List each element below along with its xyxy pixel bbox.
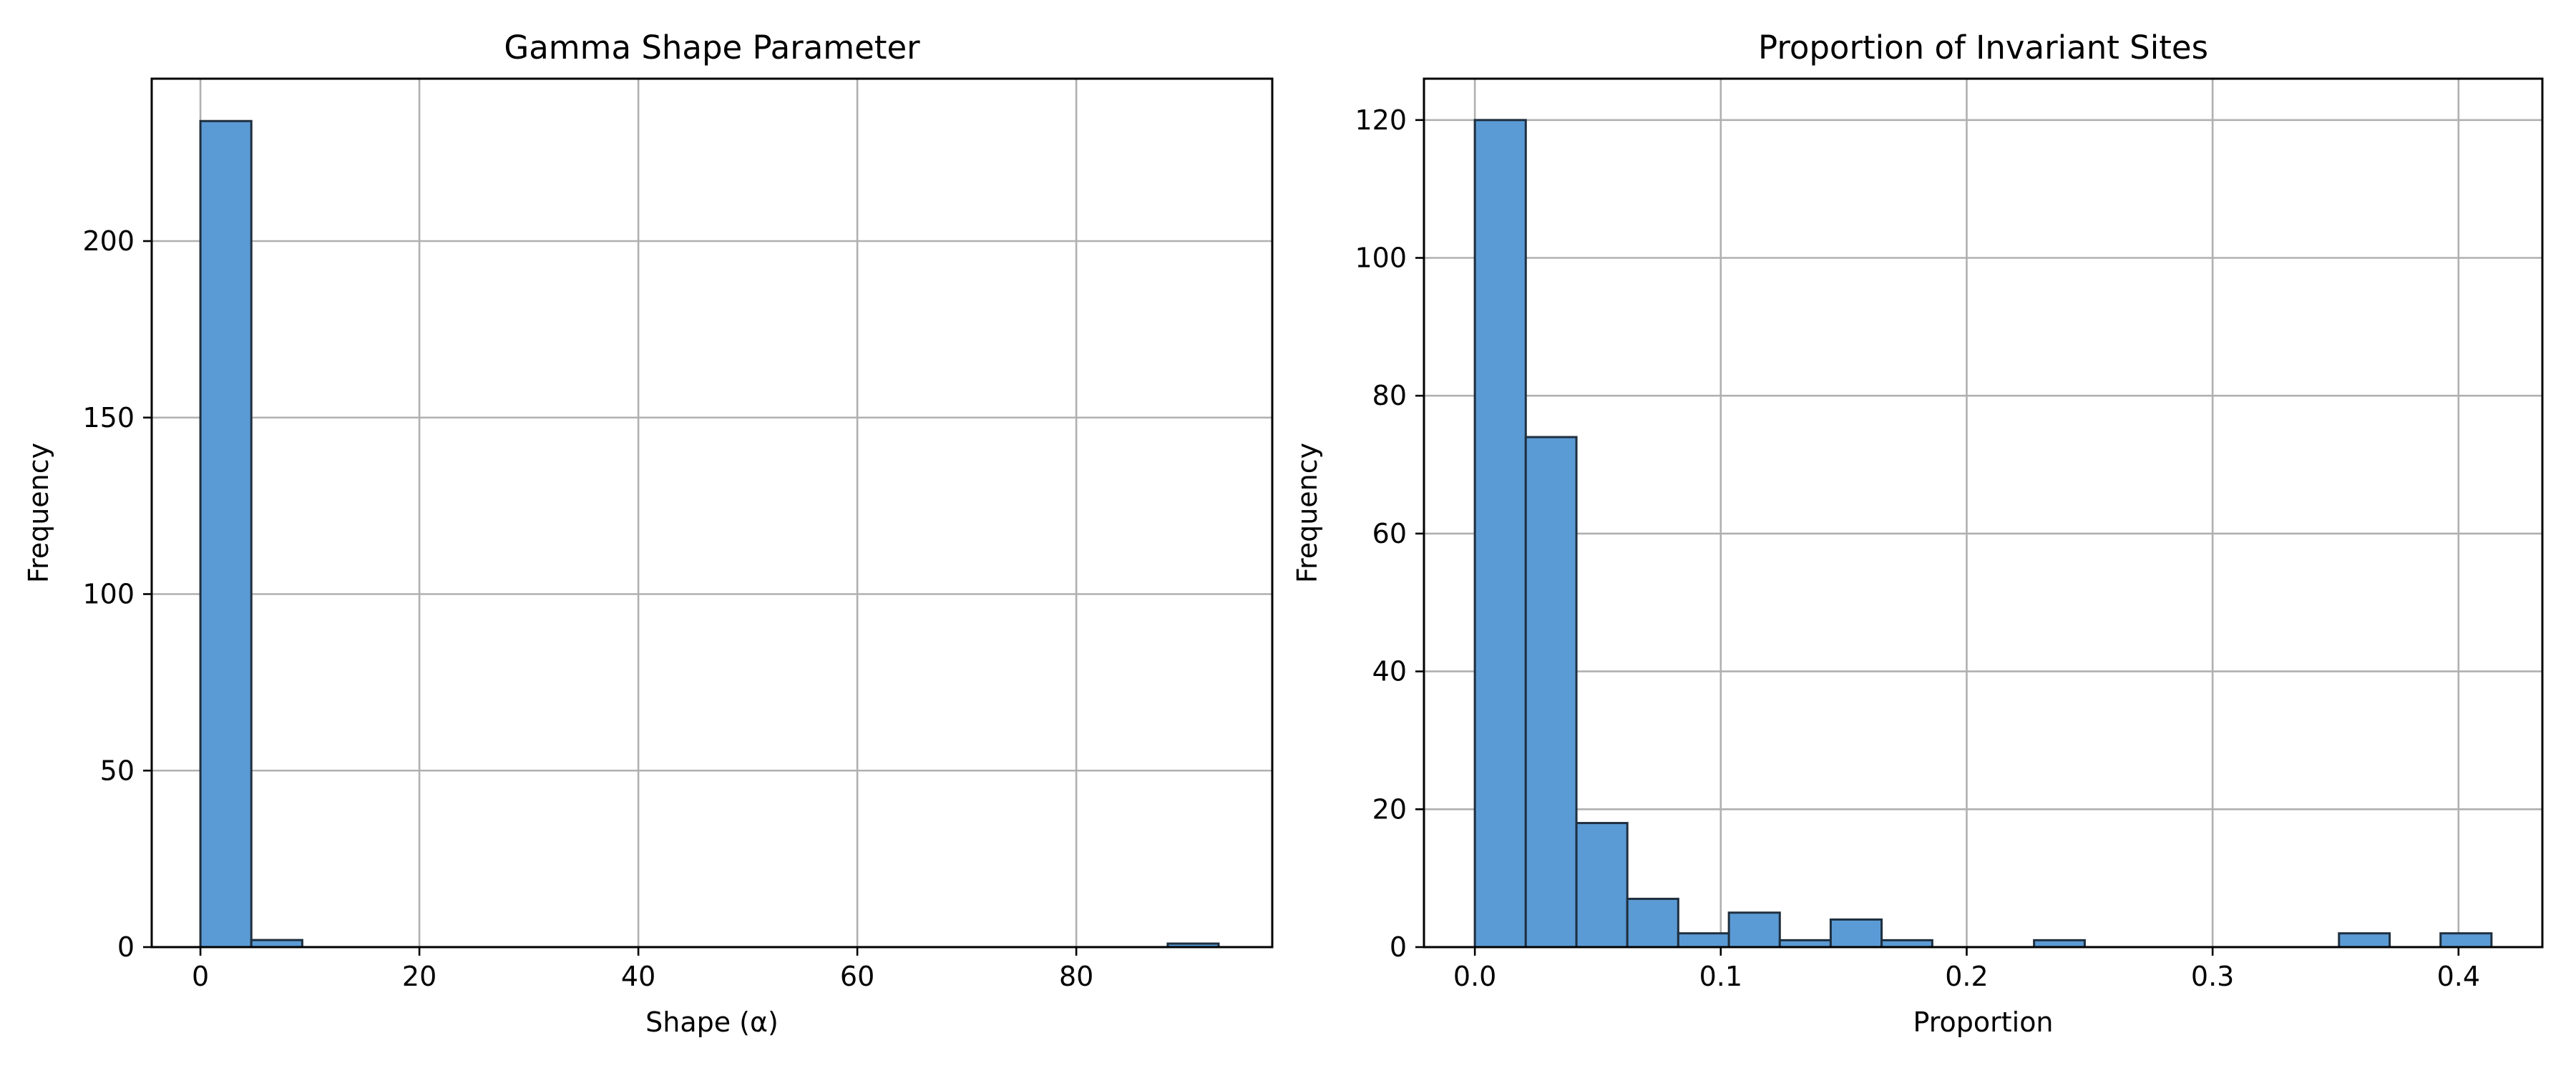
invariant-y-tick-label-5: 100	[1355, 242, 1407, 274]
invariant-x-ticks: 0.0 0.1 0.2 0.3 0.4	[1453, 947, 2480, 992]
invariant-y-tick-label-2: 40	[1372, 656, 1407, 687]
gamma-y-tick-label-4: 200	[82, 225, 135, 257]
gamma-y-tick-label-2: 100	[82, 579, 135, 610]
gamma-chart-title: Gamma Shape Parameter	[504, 29, 920, 67]
gamma-y-axis-label: Frequency	[23, 443, 54, 583]
gamma-x-tick-label-2: 40	[621, 961, 655, 992]
gamma-x-ticks: 0 20 40 60 80	[192, 947, 1093, 992]
gamma-x-tick-label-4: 80	[1059, 961, 1093, 992]
invariant-x-tick-label-3: 0.3	[2191, 961, 2234, 992]
invariant-x-tick-label-2: 0.2	[1945, 961, 1988, 992]
invariant-bar-3	[1626, 898, 1679, 949]
invariant-bar-1	[1524, 436, 1578, 949]
invariant-sites-panel: 0.0 0.1 0.2 0.3 0.4 0 20 40 60 80 100 120 Proporti…	[1292, 29, 2544, 1038]
invariant-y-ticks: 0 20 40 60 80 100 120	[1355, 104, 1424, 963]
gamma-grid	[152, 79, 1272, 949]
invariant-bar-7	[1829, 918, 1883, 949]
invariant-bar-5	[1727, 911, 1781, 949]
invariant-x-tick-label-1: 0.1	[1699, 961, 1742, 992]
invariant-x-axis-label: Proportion	[1913, 1006, 2053, 1038]
gamma-y-tick-label-1: 50	[100, 755, 135, 786]
invariant-x-tick-label-0: 0.0	[1453, 961, 1496, 992]
invariant-y-tick-label-0: 0	[1390, 931, 1407, 963]
invariant-chart-title: Proportion of Invariant Sites	[1758, 29, 2208, 67]
gamma-bars	[199, 119, 1220, 949]
gamma-x-tick-label-0: 0	[192, 961, 209, 992]
invariant-y-tick-label-6: 120	[1355, 104, 1407, 136]
invariant-bar-19	[2439, 932, 2493, 949]
gamma-y-ticks: 0 50 100 150 200	[82, 225, 152, 963]
invariant-y-axis-label: Frequency	[1292, 443, 1323, 583]
invariant-y-tick-label-4: 80	[1372, 380, 1407, 411]
invariant-plot-frame	[1423, 77, 2544, 949]
invariant-grid	[1424, 79, 2542, 949]
invariant-bar-17	[2338, 932, 2391, 949]
gamma-shape-panel: 0 20 40 60 80 0 50 100 150 200 Gamma Shape Param…	[23, 29, 1274, 1038]
invariant-x-tick-label-4: 0.4	[2437, 961, 2480, 992]
gamma-y-tick-label-0: 0	[117, 931, 135, 963]
gamma-plot-frame	[150, 77, 1274, 949]
gamma-x-tick-label-1: 20	[402, 961, 436, 992]
invariant-y-tick-label-3: 60	[1372, 518, 1407, 549]
invariant-bar-2	[1575, 822, 1629, 949]
invariant-bar-4	[1677, 932, 1730, 949]
gamma-bar-0	[199, 119, 253, 949]
invariant-bars	[1473, 119, 2493, 949]
gamma-y-tick-label-3: 150	[82, 402, 135, 433]
invariant-bar-0	[1473, 119, 1527, 949]
invariant-y-tick-label-1: 20	[1372, 793, 1407, 825]
gamma-x-tick-label-3: 60	[840, 961, 874, 992]
gamma-x-axis-label: Shape (α)	[645, 1006, 779, 1038]
